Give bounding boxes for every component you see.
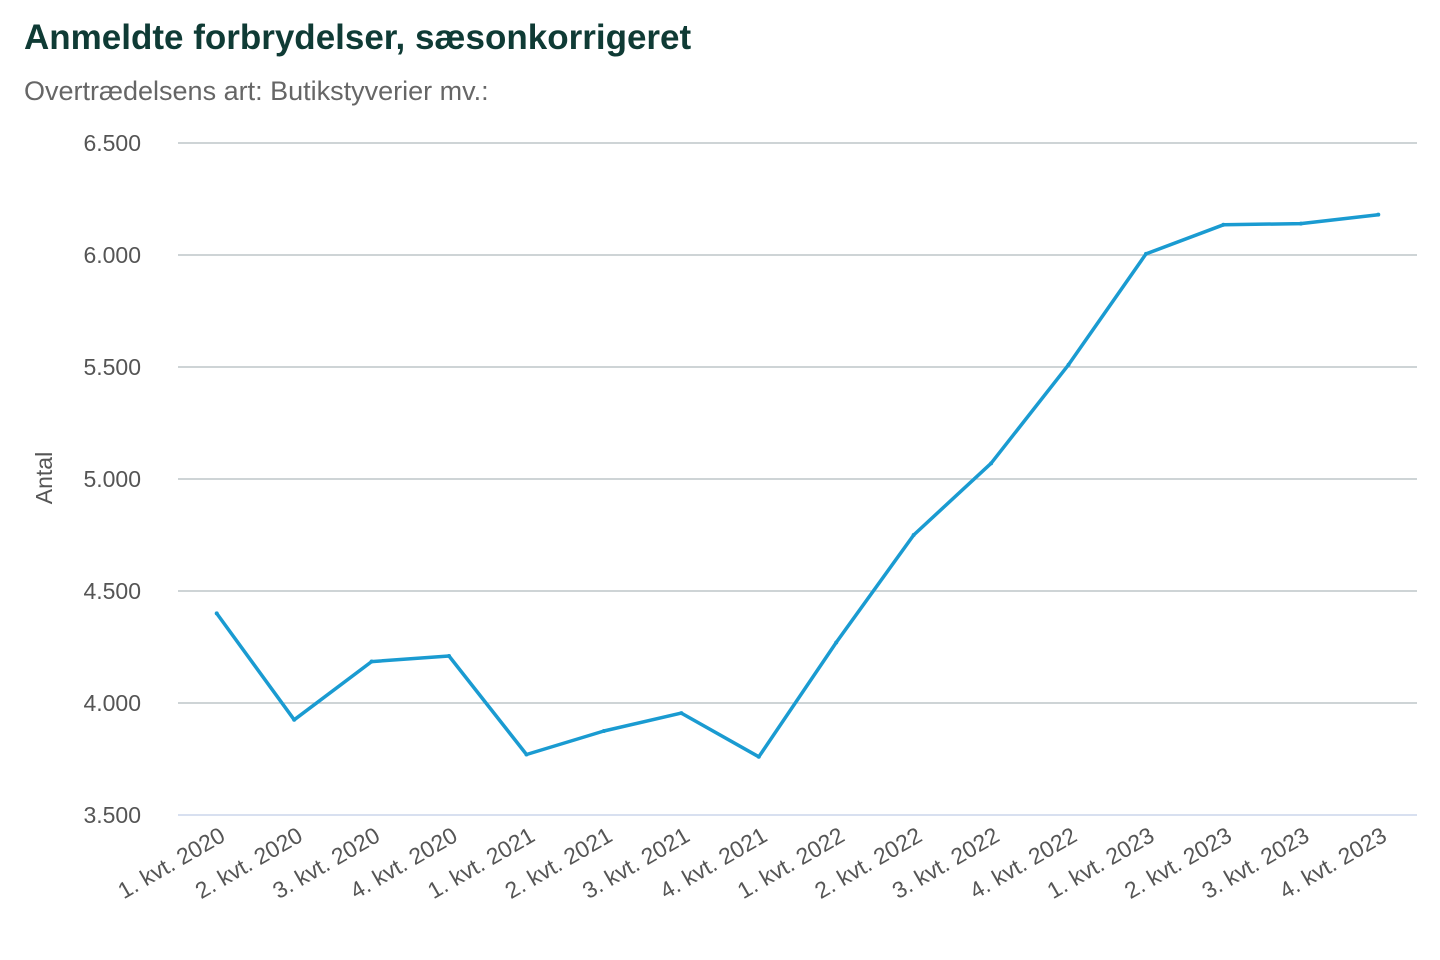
- chart-title: Anmeldte forbrydelser, sæsonkorrigeret: [24, 18, 692, 57]
- data-point: [756, 754, 761, 759]
- data-point: [214, 611, 219, 616]
- data-point: [524, 752, 529, 757]
- data-point: [834, 640, 839, 645]
- data-point: [1298, 221, 1303, 226]
- data-point: [679, 711, 684, 716]
- data-point: [1066, 362, 1071, 367]
- data-point: [292, 717, 297, 722]
- data-point: [601, 729, 606, 733]
- data-point: [989, 461, 994, 466]
- data-point: [369, 659, 374, 664]
- y-tick-label: 4.000: [83, 690, 141, 716]
- data-point: [1376, 212, 1381, 217]
- y-tick-label: 3.500: [83, 802, 141, 828]
- series-layer: [214, 212, 1381, 759]
- y-tick-label: 5.000: [83, 466, 141, 492]
- data-point: [447, 653, 452, 658]
- y-tick-label: 5.500: [83, 354, 141, 380]
- data-point: [1143, 251, 1148, 256]
- y-axis-label: Antal: [31, 452, 57, 504]
- y-tick-label: 6.000: [83, 242, 141, 268]
- y-tick-label: 4.500: [83, 578, 141, 604]
- data-point: [911, 533, 916, 537]
- data-point: [1221, 222, 1226, 227]
- y-tick-label: 6.500: [83, 130, 141, 156]
- series-line: [214, 212, 1381, 759]
- gridlines: [178, 142, 1417, 816]
- chart-subtitle: Overtrædelsens art: Butikstyverier mv.:: [24, 76, 489, 106]
- y-axis-ticks: 3.500 4.000 4.500 5.000 5.500 6.000 6.500: [83, 130, 141, 828]
